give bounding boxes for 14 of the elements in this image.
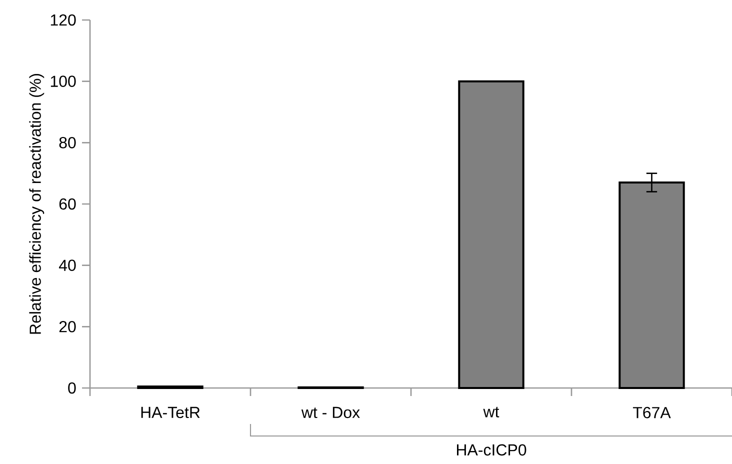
x-tick-label: wt <box>483 406 500 418</box>
y-tick-label: 120 <box>50 14 76 26</box>
y-tick-label: 100 <box>50 76 76 87</box>
y-tick-label: 80 <box>59 137 76 148</box>
x-tick-label: wt - Dox <box>301 406 360 418</box>
y-tick-label: 20 <box>59 321 76 332</box>
text: HA-cICP0 <box>457 444 526 456</box>
y-axis-title: Relative efficiency of reactivation (%) <box>29 74 44 334</box>
x-tick-label: HA-TetR <box>141 406 200 418</box>
y-tick-label: 40 <box>58 260 76 271</box>
x-tick-label: T67A <box>632 406 671 418</box>
y-tick-label: 60 <box>59 198 76 210</box>
y-tick-label: 0 <box>68 382 76 394</box>
bar <box>458 80 524 389</box>
